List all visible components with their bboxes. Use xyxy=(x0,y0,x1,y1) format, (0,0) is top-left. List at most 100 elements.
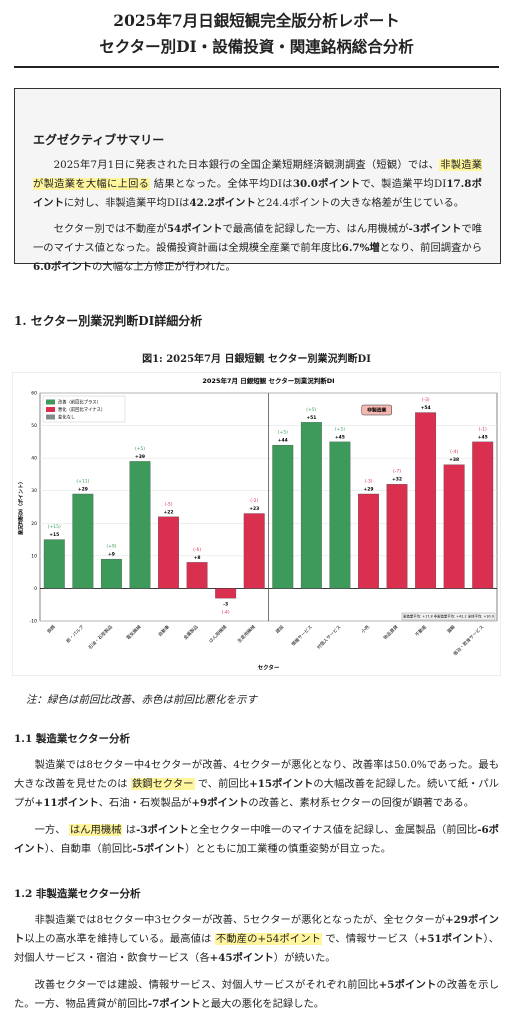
legend-label: 変化なし xyxy=(58,414,75,421)
y-tick-label: 20 xyxy=(31,521,37,527)
bold-text: +45ポイント xyxy=(209,952,274,964)
title-line: 2025年7月日銀短観完全版分析レポート xyxy=(113,11,400,30)
bar xyxy=(272,444,294,589)
bold-text: -7ポイント xyxy=(147,998,201,1010)
text-run: ）とともに加工業種の慎重姿勢が目立った。 xyxy=(185,843,391,855)
legend-swatch xyxy=(46,407,55,412)
highlight: はん用機械 xyxy=(68,824,123,836)
bar xyxy=(472,441,494,589)
change-label: (-4) xyxy=(450,449,458,455)
change-label: (-3) xyxy=(422,397,430,403)
summary-heading: エグゼクティブサマリー xyxy=(33,133,165,147)
paragraph: 一方、 はん用機械 は-3ポイントと全セクター中唯一のマイナス値を記録し、金属製… xyxy=(14,821,499,859)
y-tick-label: 40 xyxy=(31,456,37,462)
summary-box: エグゼクティブサマリー 2025年7月1日に発表された日本銀行の全国企業短期経済… xyxy=(14,88,501,273)
y-tick-label: 0 xyxy=(34,586,37,592)
legend-swatch xyxy=(46,414,55,420)
bold-text: +5ポイント xyxy=(378,979,437,991)
bar xyxy=(329,441,351,589)
legend-label: 改善（前回比プラス） xyxy=(58,399,101,406)
bold-text: 6.0ポイント xyxy=(33,261,93,273)
bold-text: -3ポイント xyxy=(136,824,189,836)
group-badge xyxy=(361,404,392,416)
bold-text: -3ポイント xyxy=(408,223,462,235)
y-tick-label: 10 xyxy=(31,553,37,559)
paragraph: 製造業では8セクター中4セクターが改善、4セクターが悪化となり、改善率は50.0… xyxy=(14,756,499,813)
section-heading: 1.2 非製造業セクター分析 xyxy=(14,888,141,900)
change-label: (+9) xyxy=(106,544,116,550)
y-tick-label: -10 xyxy=(30,619,37,625)
x-tick: 鉄鋼 xyxy=(45,623,57,635)
value-label: +45 xyxy=(335,434,345,440)
bold-text: +9ポイント xyxy=(191,797,249,809)
bold-text: -6ポイント xyxy=(14,824,499,855)
x-axis-label: セクター xyxy=(258,664,280,672)
value-label: +51 xyxy=(306,415,316,421)
x-tick-label: 小売 xyxy=(360,623,372,635)
chart: 2025年7月 日銀短観 セクター別業況判断DI -10 0 10 20 30 40 50 60… xyxy=(12,372,501,676)
value-label: +38 xyxy=(449,457,459,463)
y-tick-label: 30 xyxy=(31,488,37,494)
section-heading: 1. セクター別業況判断DI詳細分析 xyxy=(14,314,203,328)
bar xyxy=(186,562,208,589)
bar xyxy=(158,516,179,589)
paragraph: 2025年7月1日に発表された日本銀行の全国企業短期経済観測調査（短観）では、非… xyxy=(33,156,483,213)
change-label: (+15) xyxy=(48,524,61,530)
figure-caption: 図1: 2025年7月 日銀短観 セクター別業況判断DI xyxy=(142,354,371,365)
text-run: 一方、 xyxy=(34,824,69,836)
highlight: 鉄鋼セクター xyxy=(130,778,195,790)
text-run: となり、前回調査から xyxy=(379,242,482,254)
text-run: の改善と、素材系セクターの回復が顕著である。 xyxy=(248,797,475,809)
chart-title: 2025年7月 日銀短観 セクター別業況判断DI xyxy=(202,376,334,385)
figure-note: 注：緑色は前回比改善、赤色は前回比悪化を示す xyxy=(26,694,257,706)
text-run: 以上の高水準を維持している。最高値は xyxy=(24,933,215,945)
stats-box xyxy=(401,612,496,621)
text-run: で、製造業平均DI xyxy=(360,178,447,190)
text-run: の大幅な上方修正が行われた。 xyxy=(92,261,236,273)
x-tick-label: 建設 xyxy=(274,623,286,635)
text-run: の改善を示した。一方、物品賃貸が前回比 xyxy=(14,979,500,1010)
change-label: (-1) xyxy=(479,426,487,432)
x-tick-label: 鉄鋼 xyxy=(45,623,57,635)
highlight: 不動産の+54ポイント xyxy=(214,933,323,945)
bar xyxy=(300,422,322,589)
value-label: +8 xyxy=(194,555,201,561)
change-label: (-7) xyxy=(393,469,401,475)
bar xyxy=(72,493,94,589)
value-label: +29 xyxy=(363,486,373,492)
text-run: の大幅改善を記録した。続いて紙・パルプが xyxy=(14,778,499,809)
bold-text: 17.8ポイント xyxy=(33,178,482,209)
legend-swatch xyxy=(46,399,55,405)
value-label: +23 xyxy=(249,506,259,512)
paragraph: セクター別では不動産が54ポイントで最高値を記録した一方、はん用機械が-3ポイン… xyxy=(33,220,482,277)
section-body: 製造業では8セクター中4セクターが改善、4セクターが悪化となり、改善率は50.0… xyxy=(14,756,499,859)
change-label: (-3) xyxy=(364,478,372,484)
report-title: 2025年7月日銀短観完全版分析レポート セクター別DI・設備投資・関連銘柄総合… xyxy=(0,8,513,60)
legend-box xyxy=(42,395,126,423)
bar xyxy=(358,493,379,589)
value-label: -3 xyxy=(223,602,228,608)
value-label: +15 xyxy=(49,532,59,538)
text-run: 結果となった。全体平均DIは xyxy=(150,178,293,190)
change-label: (+5) xyxy=(306,407,316,413)
bold-text: +11ポイント xyxy=(34,797,99,809)
text-run: で、前回比 xyxy=(194,778,250,790)
value-label: +32 xyxy=(392,477,402,483)
text-run: セクター別では不動産が xyxy=(53,223,167,235)
text-run: と最大の悪化を記録した。 xyxy=(200,998,325,1010)
text-run: に対し、非製造業平均DIは xyxy=(63,197,190,209)
bar xyxy=(443,464,465,589)
text-run: は xyxy=(122,824,137,836)
x-tick: 建設 xyxy=(274,623,286,635)
text-run: 2025年7月1日に発表された日本銀行の全国企業短期経済観測調査（短観）では、 xyxy=(53,159,440,171)
change-label: (-5) xyxy=(165,501,173,507)
text-run: で、情報サービス（ xyxy=(322,933,419,945)
x-tick-label: 運輸 xyxy=(445,623,457,635)
bar xyxy=(386,484,408,589)
value-label: +39 xyxy=(135,454,145,460)
text-run: ）が続いた。 xyxy=(273,952,336,964)
group-label: 非製造業 xyxy=(367,407,386,414)
bar xyxy=(215,588,237,599)
change-label: (+5) xyxy=(278,430,288,436)
